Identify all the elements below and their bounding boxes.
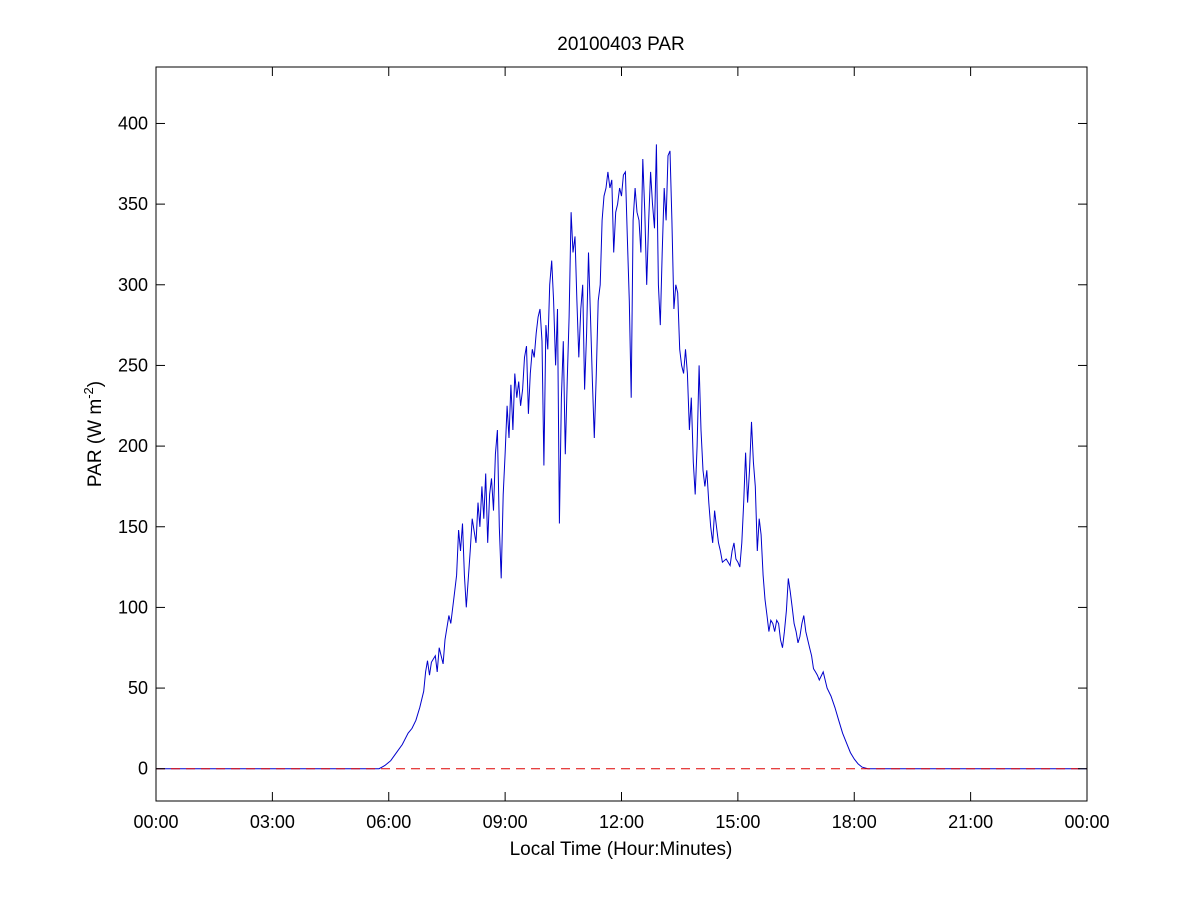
x-tick-label: 03:00: [250, 812, 295, 832]
y-tick-label: 150: [118, 517, 148, 537]
x-tick-label: 15:00: [715, 812, 760, 832]
y-tick-label: 400: [118, 113, 148, 133]
y-tick-label: 200: [118, 436, 148, 456]
x-axis-label: Local Time (Hour:Minutes): [510, 839, 733, 860]
y-axis-label: PAR (W m-2): [81, 381, 106, 487]
y-tick-label: 300: [118, 275, 148, 295]
x-tick-label: 00:00: [1064, 812, 1109, 832]
chart-title: 20100403 PAR: [557, 34, 684, 55]
y-tick-label: 350: [118, 194, 148, 214]
axes-box: [155, 66, 1088, 802]
y-axis-label-superscript: -2: [81, 387, 96, 399]
y-tick-label: 50: [128, 678, 148, 698]
y-axis-label-text: PAR (W m: [85, 399, 106, 487]
par-series-line: [156, 144, 1087, 770]
x-tick-label: 18:00: [832, 812, 877, 832]
plot-area: 00:00 03:00 06:00 09:00 12:00 15:00 18:00 21:00…: [118, 66, 1110, 832]
x-tick-label: 00:00: [133, 812, 178, 832]
x-tick-label: 09:00: [483, 812, 528, 832]
y-tick-label: 250: [118, 355, 148, 375]
x-tick-label: 06:00: [366, 812, 411, 832]
y-tick-label: 100: [118, 597, 148, 617]
y-tick-label: 0: [138, 759, 148, 779]
x-tick-label: 12:00: [599, 812, 644, 832]
y-axis-label-close: ): [85, 381, 106, 387]
x-tick-label: 21:00: [948, 812, 993, 832]
